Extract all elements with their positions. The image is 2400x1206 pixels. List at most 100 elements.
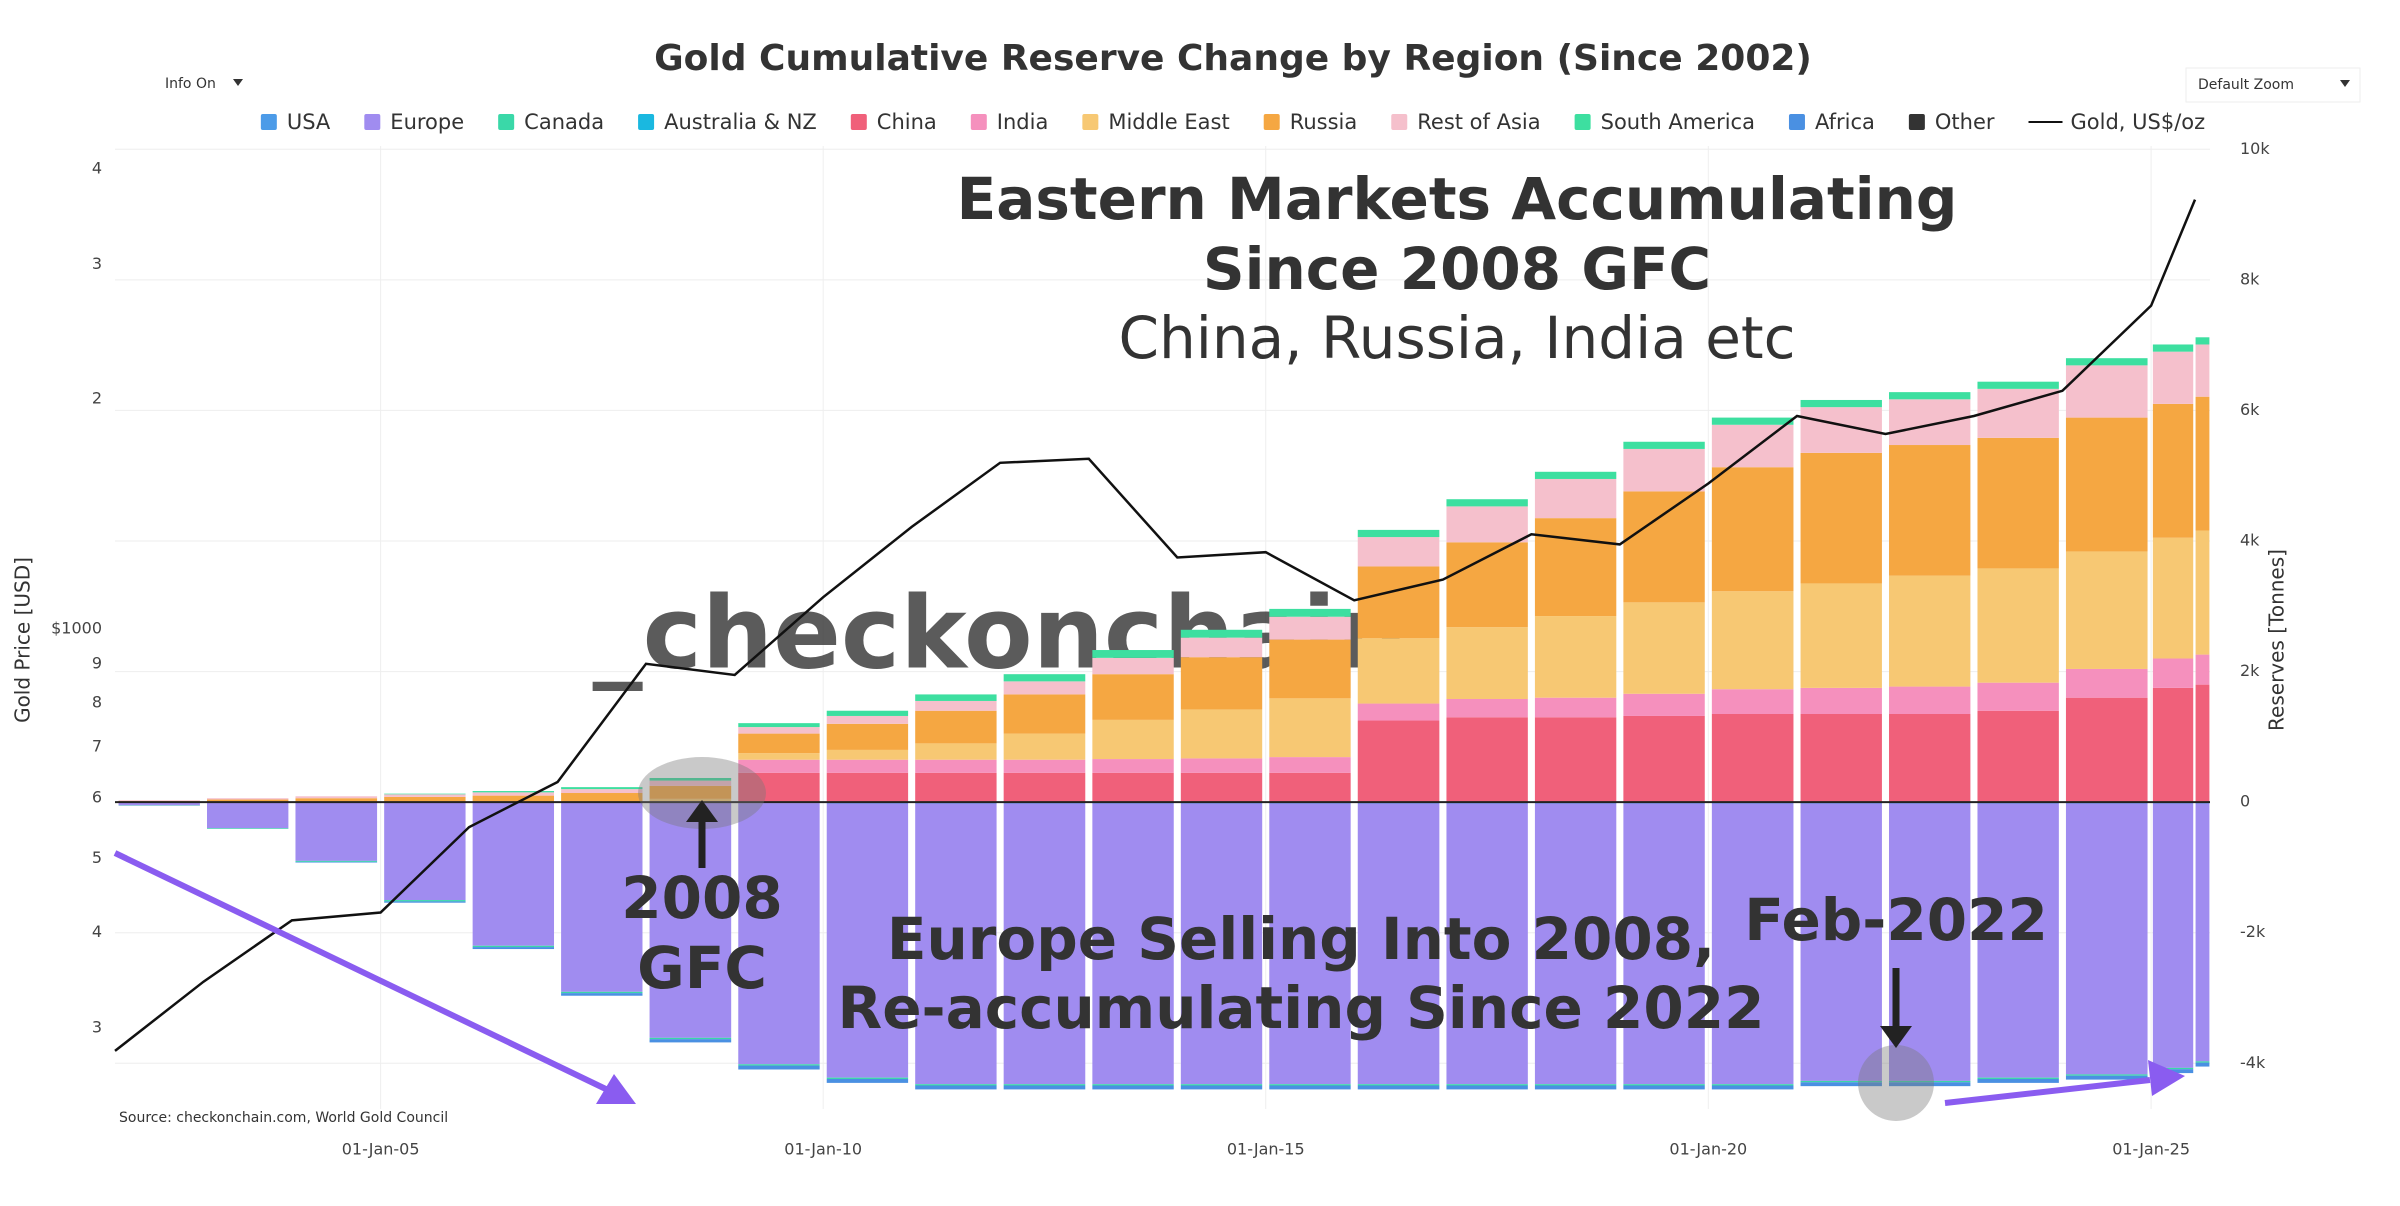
- bar-segment: [1357, 537, 1440, 567]
- y2-tick-label: -2k: [2240, 922, 2266, 941]
- arrow-head: [596, 1074, 636, 1104]
- bar-segment: [1800, 714, 1882, 803]
- bar-segment: [1180, 629, 1263, 638]
- zoom-control[interactable]: Default Zoom: [2185, 67, 2361, 103]
- legend-item[interactable]: India: [970, 110, 1049, 134]
- legend-swatch: [970, 114, 987, 130]
- bar-segment: [472, 791, 555, 793]
- dropdown-icon: [2340, 80, 2350, 87]
- bar-segment: [2195, 396, 2210, 531]
- legend-label: China: [877, 110, 937, 134]
- bar-segment: [472, 947, 555, 950]
- x-tick-label: 01-Jan-25: [2112, 1140, 2190, 1159]
- annotation: GFC: [637, 934, 767, 1002]
- bar-segment: [1269, 1084, 1351, 1086]
- bar-segment: [649, 785, 732, 799]
- legend-label: Canada: [524, 110, 604, 134]
- legend-item[interactable]: China: [850, 110, 937, 134]
- bar-segment: [1003, 681, 1086, 695]
- bar-segment: [1711, 467, 1794, 592]
- info-toggle[interactable]: Info On: [165, 76, 216, 92]
- bar-segment: [1889, 392, 1971, 400]
- bar-segment: [1711, 714, 1794, 803]
- bar-segment: [2195, 803, 2210, 1062]
- bar-segment: [2065, 551, 2148, 669]
- bar-segment: [826, 772, 909, 803]
- bar-segment: [2195, 530, 2210, 655]
- bar-segment: [1534, 697, 1617, 718]
- bar-segment: [1269, 698, 1351, 758]
- bar-segment: [2152, 537, 2194, 659]
- legend-item[interactable]: Russia: [1263, 110, 1358, 134]
- bar-segment: [1711, 417, 1794, 425]
- bar-segment: [384, 794, 466, 797]
- bar-segment: [1357, 638, 1440, 704]
- legend-item[interactable]: Other: [1908, 110, 1995, 134]
- bar-segment: [1889, 445, 1971, 576]
- bar-segment: [1711, 591, 1794, 690]
- bar-segment: [1711, 1084, 1794, 1086]
- legend-item[interactable]: South America: [1574, 110, 1755, 134]
- bar-segment: [1800, 1080, 1882, 1083]
- legend-item[interactable]: Canada: [498, 110, 604, 134]
- bar-segment: [2065, 365, 2148, 418]
- bar-segment: [472, 802, 555, 946]
- legend-item[interactable]: Europe: [364, 110, 464, 134]
- legend-item[interactable]: Gold, US$/oz: [2028, 110, 2206, 134]
- bar-segment: [2152, 658, 2194, 688]
- dropdown[interactable]: [2185, 67, 2361, 103]
- bar-segment: [1180, 758, 1263, 773]
- bar-segment: [561, 991, 643, 994]
- bar-segment: [826, 759, 909, 773]
- bar-segment: [1180, 709, 1263, 759]
- legend-label: Australia & NZ: [664, 110, 817, 134]
- bar-segment: [1534, 717, 1617, 803]
- bar-segment: [1180, 1084, 1263, 1086]
- legend-item[interactable]: Middle East: [1082, 110, 1230, 134]
- zoom-select[interactable]: Default Zoom: [2198, 77, 2294, 93]
- bar-segment: [561, 993, 643, 996]
- bar-segment: [915, 743, 997, 760]
- legend-item[interactable]: Africa: [1788, 110, 1875, 134]
- legend-label: South America: [1601, 110, 1755, 134]
- bar-segment: [1357, 1084, 1440, 1086]
- bar-segment: [1269, 608, 1351, 617]
- info-control[interactable]: Info On: [165, 76, 243, 92]
- bar-segment: [2195, 684, 2210, 803]
- bar-segment: [1623, 441, 1705, 449]
- bar-segment: [1534, 1084, 1617, 1086]
- bar-segment: [915, 1084, 997, 1086]
- y2-tick-label: 6k: [2240, 400, 2260, 419]
- bar-segment: [1446, 542, 1528, 628]
- bar-segment: [1889, 575, 1971, 687]
- bar-segment: [738, 803, 820, 1065]
- bar-segment: [1003, 803, 1086, 1085]
- bar-segment: [295, 796, 378, 799]
- bar-segment: [1357, 529, 1440, 538]
- bar-segment: [1623, 715, 1705, 803]
- bar-segment: [1357, 566, 1440, 639]
- bars: [115, 337, 2210, 1090]
- bar-segment: [649, 802, 732, 1038]
- bar-segment: [2065, 1075, 2148, 1080]
- bar-segment: [1092, 759, 1174, 773]
- legend-item[interactable]: Rest of Asia: [1391, 110, 1541, 134]
- y-axis-label: Gold Price [USD]: [11, 557, 35, 723]
- bar-segment: [1977, 1078, 2059, 1083]
- annotation: Since 2008 GFC: [1203, 235, 1711, 303]
- legend-item[interactable]: USA: [260, 110, 331, 134]
- bar-segment: [1534, 803, 1617, 1085]
- legend-item[interactable]: Australia & NZ: [638, 110, 817, 134]
- bar-segment: [2065, 697, 2148, 803]
- bar-segment: [915, 694, 997, 701]
- bar-segment: [2065, 358, 2148, 366]
- bar-segment: [2152, 803, 2194, 1068]
- bar-segment: [207, 802, 289, 829]
- bar-segment: [826, 749, 909, 760]
- bar-segment: [1889, 686, 1971, 715]
- bar-segment: [1977, 682, 2059, 711]
- bar-segment: [649, 1039, 732, 1043]
- bar-segment: [1623, 1084, 1705, 1086]
- bar-segment: [738, 772, 820, 803]
- bar-segment: [1092, 719, 1174, 760]
